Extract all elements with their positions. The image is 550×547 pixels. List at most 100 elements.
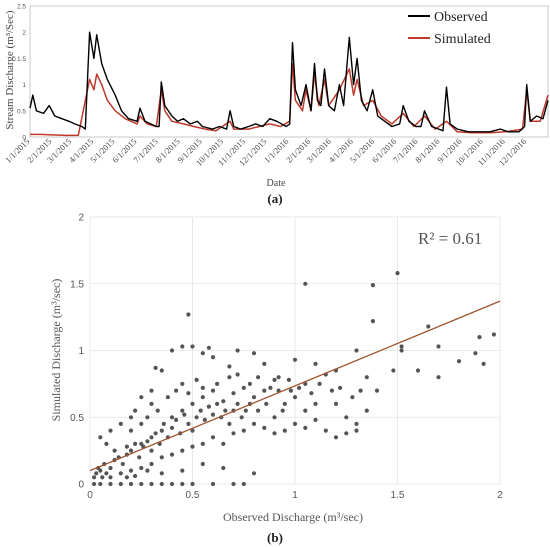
scatter-point [139, 421, 144, 426]
scatter-point [180, 344, 185, 349]
panel-b-x-ticks: 0 0.5 1 1.5 2 [87, 490, 503, 501]
scatter-point [174, 417, 179, 422]
scatter-point [239, 415, 244, 420]
panel-a-y-tick-label: 1 [22, 82, 26, 89]
scatter-point [210, 412, 216, 417]
scatter-point [282, 428, 287, 433]
scatter-point [128, 415, 134, 420]
scatter-point [399, 344, 404, 349]
scatter-point [161, 421, 166, 426]
scatter-point [108, 481, 113, 487]
scatter-point [221, 441, 226, 446]
panel-b-r-squared: R² = 0.61 [418, 229, 482, 248]
scatter-point [169, 348, 175, 353]
scatter-point [210, 481, 216, 487]
scatter-point [159, 481, 164, 487]
scatter-point [303, 381, 308, 386]
scatter-point [370, 319, 375, 324]
scatter-point [247, 381, 252, 386]
scatter-point [200, 461, 205, 467]
scatter-point [98, 481, 103, 487]
panel-b-points [92, 271, 496, 487]
scatter-point [206, 345, 211, 350]
panel-b-gridlines [89, 216, 501, 485]
panel-a-caption: (a) [267, 191, 282, 206]
panel-b-x-tick-label: 2 [497, 490, 503, 501]
scatter-point [104, 441, 109, 446]
scatter-point [329, 388, 334, 393]
scatter-point [190, 344, 195, 349]
panel-a-y-tick-label: 0 [22, 135, 26, 142]
panel-a-plot-frame [29, 5, 549, 138]
scatter-point [210, 435, 216, 440]
scatter-point [333, 435, 339, 440]
scatter-point [98, 435, 103, 440]
scatter-point [235, 372, 240, 377]
scatter-point [251, 421, 257, 426]
scatter-point [473, 351, 478, 356]
scatter-point [190, 444, 195, 449]
scatter-point [169, 452, 175, 457]
scatter-point [149, 435, 154, 440]
scatter-point [227, 421, 232, 426]
scatter-point [145, 468, 150, 473]
panel-b-y-tick-label: 0.5 [70, 413, 84, 424]
scatter-point [221, 399, 226, 404]
scatter-point [198, 408, 203, 413]
scatter-point [231, 481, 236, 487]
scatter-point [223, 408, 228, 413]
scatter-point [251, 395, 257, 400]
scatter-point [174, 388, 179, 393]
scatter-point [169, 425, 175, 430]
scatter-point [133, 408, 138, 413]
scatter-point [159, 455, 164, 460]
scatter-point [210, 355, 216, 360]
scatter-point [344, 415, 349, 420]
scatter-point [108, 428, 113, 433]
panel-b-x-axis-label: Observed Discharge (m³/sec) [223, 510, 363, 524]
scatter-point [338, 385, 343, 390]
scatter-point [292, 357, 298, 362]
scatter-point [241, 385, 246, 390]
scatter-point [231, 391, 236, 396]
scatter-point [186, 421, 191, 426]
scatter-point [112, 448, 117, 453]
panel-b-y-axis-label: Simulated Discharge (m³/sec) [49, 279, 63, 422]
scatter-point [133, 473, 138, 479]
legend-label-observed: Observed [434, 10, 488, 25]
scatter-point [256, 375, 261, 380]
scatter-point [169, 481, 175, 487]
panel-a-x-axis-label: Date [267, 178, 286, 189]
scatter-point [481, 361, 486, 366]
series-line-observed [29, 31, 549, 133]
scatter-point [227, 375, 232, 380]
scatter-point [200, 385, 205, 390]
scatter-point [235, 401, 240, 406]
scatter-point [276, 375, 281, 380]
scatter-point [118, 481, 123, 487]
scatter-point [108, 475, 113, 480]
scatter-point [149, 481, 154, 487]
panel-b-y-tick-label: 1.5 [70, 279, 84, 290]
scatter-point [200, 441, 205, 446]
panel-a-x-ticks: 1/1/20152/1/20153/1/20154/1/20155/1/2015… [3, 136, 528, 167]
scatter-point [120, 461, 125, 467]
scatter-point [159, 368, 164, 373]
scatter-point [272, 377, 277, 382]
scatter-point [194, 377, 199, 382]
scatter-point [128, 481, 134, 487]
panel-b-y-tick-label: 2 [78, 213, 84, 224]
panel-a-y-tick-label: 0.5 [17, 108, 26, 115]
scatter-point [94, 471, 99, 476]
scatter-point [124, 475, 129, 480]
scatter-point [350, 395, 355, 400]
scatter-point [118, 421, 123, 426]
scatter-point [145, 415, 150, 420]
scatter-point [137, 455, 142, 460]
scatter-point [370, 283, 375, 288]
scatter-point [180, 381, 185, 386]
scatter-point [243, 408, 248, 413]
panel-a-y-axis-label: Stream Discharge (m³/Sec) [4, 10, 16, 130]
scatter-point [221, 465, 226, 471]
